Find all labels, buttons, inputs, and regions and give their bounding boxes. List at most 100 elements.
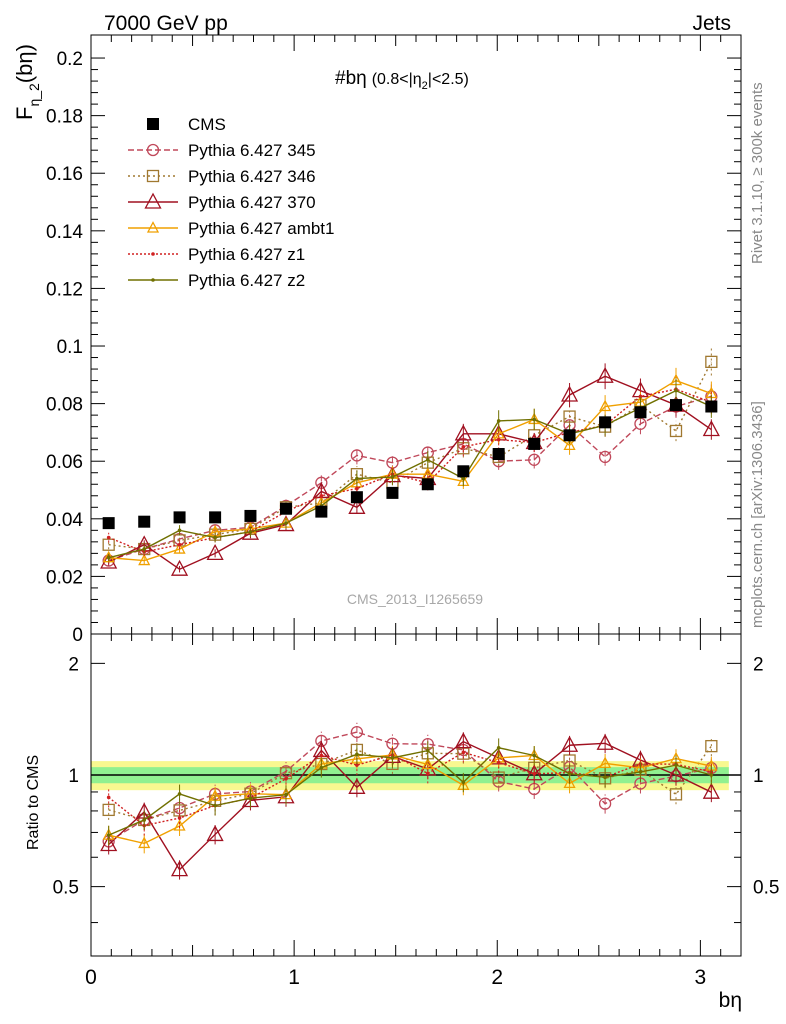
- data-point: [355, 476, 359, 481]
- data-point: [599, 399, 612, 412]
- main-title-sub-end: |<2.5): [428, 71, 469, 88]
- ratio-point: [525, 764, 543, 781]
- cms-data-point: [350, 491, 363, 504]
- ratio-point: [213, 803, 217, 808]
- ratio-point: [599, 756, 612, 769]
- ratio-point: [709, 773, 714, 777]
- data-point: [284, 521, 288, 525]
- ratio-point: [667, 765, 685, 782]
- cms-data-point: [528, 437, 541, 450]
- data-point: [100, 552, 118, 569]
- cms-data-point: [138, 515, 151, 528]
- rivet-version-label: Rivet 3.1.10, ≥ 300k events: [749, 82, 766, 264]
- ratio-point: [454, 732, 472, 749]
- ratio-point: [350, 725, 364, 739]
- ratio-point: [284, 776, 288, 781]
- ratio-point: [674, 763, 678, 767]
- cms-data-point: [209, 511, 222, 524]
- data-point: [496, 437, 501, 442]
- ratio-point: [248, 796, 253, 800]
- data-point: [350, 449, 364, 462]
- legend-marker-p346: [146, 169, 160, 183]
- data-point: [319, 493, 324, 498]
- data-point: [213, 535, 217, 540]
- ratio-point: [461, 750, 466, 755]
- data-point: [705, 355, 718, 369]
- legend-marker-ambt1: [146, 221, 160, 233]
- main-ytick-label: 0.18: [46, 107, 83, 128]
- series-z2: [106, 378, 714, 562]
- cms-data-point: [563, 429, 576, 442]
- main-ytick-label: 0.08: [46, 395, 83, 416]
- main-ytick-label: 0.04: [46, 510, 83, 531]
- ratio-ytick-label-right: 2: [753, 654, 764, 675]
- ratio-point: [106, 833, 111, 837]
- legend-marker-z1: [151, 252, 155, 256]
- ratio-panel: 0.5 0.5 1 1 2 2 0 1 2 3 Ratio to CMS bη: [25, 633, 779, 1012]
- cms-data-point: [492, 448, 505, 461]
- main-title-sub: (0.8<|η: [372, 71, 422, 88]
- ratio-point: [100, 835, 118, 852]
- ratio-xtick-label: 1: [288, 966, 300, 989]
- legend-marker-p345: [146, 143, 160, 157]
- x-axis-title: bη: [719, 989, 742, 1012]
- header-jets-label: Jets: [692, 12, 731, 35]
- main-title-sub-index: 2: [422, 80, 428, 92]
- legend-label-ambt1: Pythia 6.427 ambt1: [188, 219, 334, 238]
- cms-data-point: [315, 505, 328, 518]
- main-title: #bη (0.8<|η2|<2.5): [335, 68, 469, 92]
- ratio-point: [355, 752, 359, 757]
- data-point: [563, 438, 576, 451]
- data-point: [106, 535, 111, 540]
- ratio-point: [138, 836, 151, 849]
- ratio-xtick-label: 0: [85, 966, 97, 989]
- series-line-p345: [108, 395, 712, 562]
- data-point: [206, 543, 224, 561]
- cms-data-point: [599, 416, 612, 429]
- ratio-point: [173, 819, 186, 831]
- ratio-point: [496, 760, 501, 765]
- data-point: [496, 419, 501, 423]
- data-point: [598, 450, 612, 464]
- main-ytick-label: 0.12: [46, 279, 83, 300]
- ratio-line-p370: [108, 740, 712, 871]
- ratio-point: [425, 771, 430, 776]
- ratio-point: [563, 776, 576, 789]
- series-p370: [100, 363, 720, 576]
- legend-label-z1: Pythia 6.427 z1: [188, 245, 305, 264]
- analysis-watermark: CMS_2013_I1265659: [347, 591, 483, 607]
- main-ytick-label: 0.14: [46, 222, 83, 243]
- data-point: [425, 457, 430, 462]
- ratio-point: [177, 816, 182, 820]
- ratio-point: [142, 818, 147, 822]
- main-ylabel-main: F: [12, 107, 37, 120]
- ratio-ytick-label-right: 0.5: [753, 878, 779, 899]
- ratio-point: [390, 756, 395, 760]
- ratio-series-z2: [106, 738, 714, 846]
- ratio-y-axis-title: Ratio to CMS: [25, 755, 42, 850]
- data-point: [173, 542, 186, 554]
- ratio-line-z2: [108, 747, 712, 836]
- series-line-ambt1: [108, 379, 712, 562]
- main-title-main: #bη: [335, 68, 367, 89]
- legend-marker-p370: [144, 192, 162, 209]
- cms-data-point: [421, 478, 434, 491]
- data-point: [560, 385, 579, 402]
- data-point: [348, 497, 366, 514]
- ratio-point: [596, 733, 614, 750]
- data-point: [528, 453, 541, 466]
- series-line-z1: [108, 388, 712, 553]
- ratio-line-z1: [108, 751, 712, 827]
- legend-label-p346: Pythia 6.427 346: [188, 167, 316, 186]
- data-point: [170, 559, 189, 576]
- ratio-ytick-label: 0.5: [53, 878, 79, 899]
- cms-data-point: [102, 517, 115, 530]
- data-point: [702, 420, 720, 437]
- ratio-line-ambt1: [108, 754, 712, 845]
- cms-data-point: [457, 465, 470, 478]
- ratio-ytick-label: 1: [68, 766, 79, 787]
- ratio-point: [206, 825, 224, 842]
- ratio-point: [638, 770, 643, 774]
- main-ytick-label: 0: [72, 625, 83, 646]
